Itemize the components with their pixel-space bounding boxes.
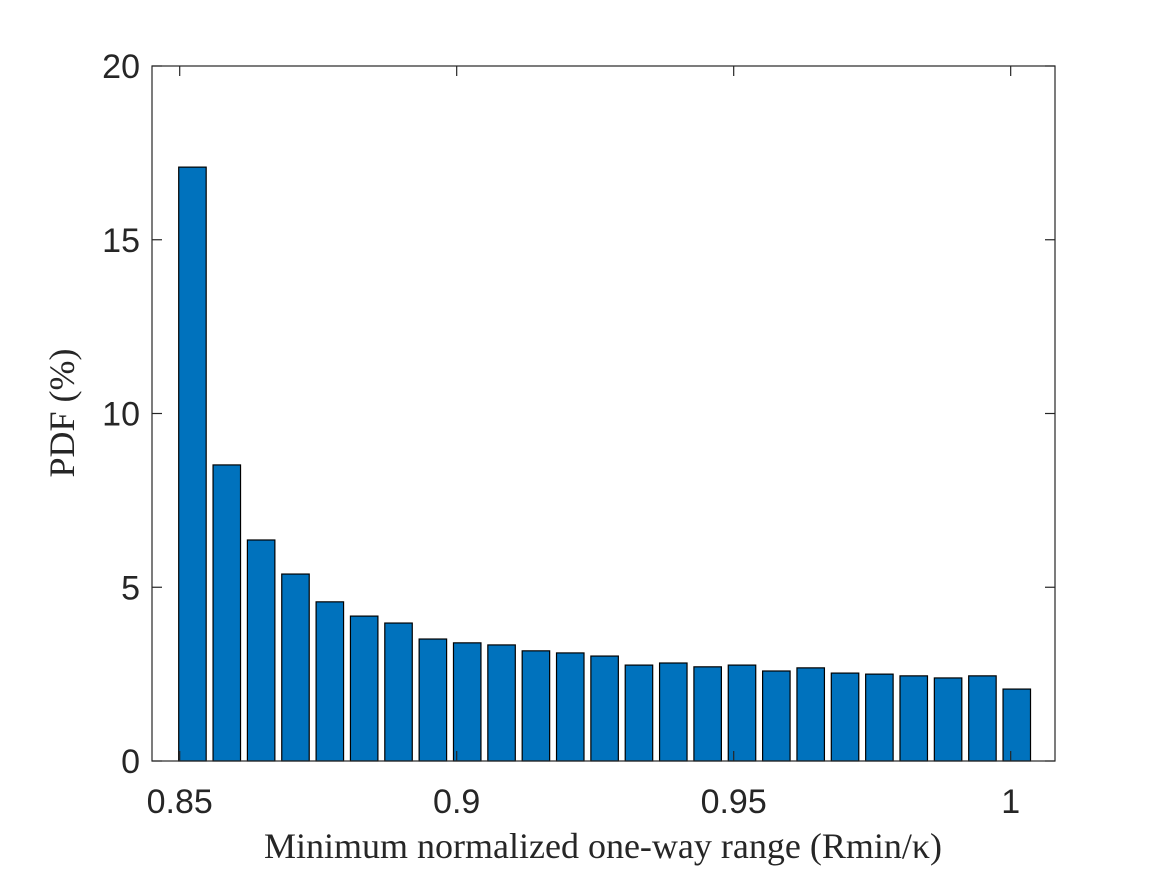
bar bbox=[555, 652, 585, 762]
bar bbox=[933, 677, 963, 762]
y-tick-label: 15 bbox=[102, 222, 140, 260]
y-tick-label: 0 bbox=[121, 743, 140, 781]
bar bbox=[315, 601, 345, 762]
bar bbox=[178, 166, 207, 762]
bar bbox=[658, 662, 688, 762]
bar bbox=[212, 464, 242, 762]
x-tick-label: 1 bbox=[1001, 783, 1020, 821]
x-tick-label: 0.9 bbox=[433, 783, 480, 821]
x-axis-label: Minimum normalized one-way range (Rmin/κ… bbox=[264, 826, 942, 866]
bar bbox=[349, 615, 379, 762]
bar bbox=[418, 638, 448, 762]
bar bbox=[246, 539, 276, 762]
bar bbox=[384, 622, 413, 762]
y-axis-label: PDF (%) bbox=[42, 348, 82, 477]
bar bbox=[727, 664, 757, 762]
bar bbox=[762, 670, 791, 762]
bar bbox=[590, 655, 619, 762]
bar bbox=[281, 573, 310, 762]
bar bbox=[452, 642, 482, 762]
y-tick-label: 20 bbox=[102, 48, 140, 86]
x-tick-label: 0.85 bbox=[147, 783, 213, 821]
x-tick-label: 0.95 bbox=[701, 783, 767, 821]
bar bbox=[899, 675, 929, 762]
y-tick-label: 10 bbox=[102, 396, 140, 434]
bar bbox=[1002, 688, 1032, 762]
bar bbox=[968, 675, 997, 762]
bar bbox=[521, 650, 551, 762]
bar bbox=[830, 672, 860, 762]
bar bbox=[796, 667, 826, 762]
bar bbox=[693, 666, 722, 762]
bar bbox=[487, 644, 516, 762]
bar bbox=[624, 664, 654, 762]
bar bbox=[865, 673, 894, 762]
y-tick-label: 5 bbox=[121, 569, 140, 607]
